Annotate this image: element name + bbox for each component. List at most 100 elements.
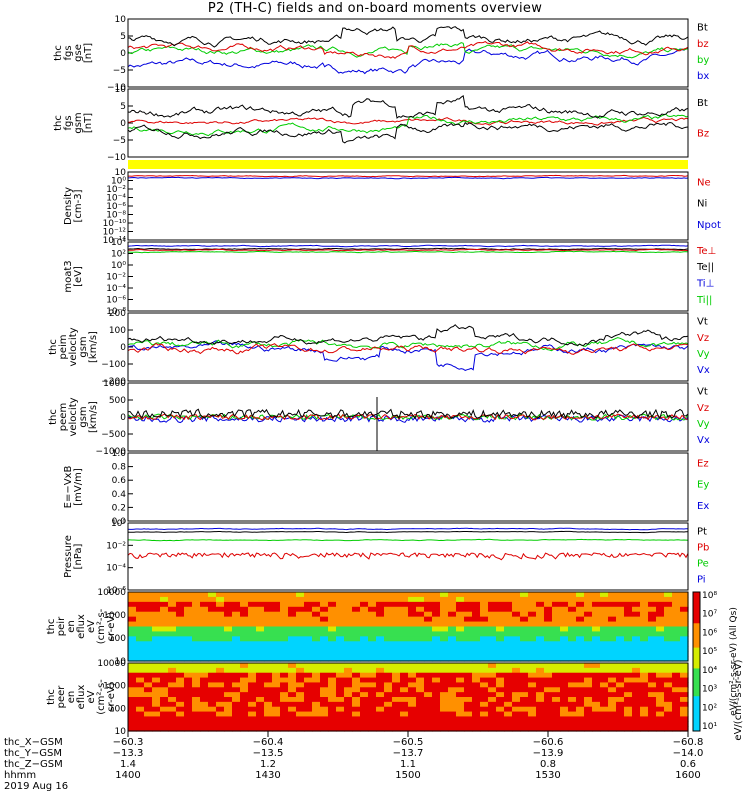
panel9-cell [344, 602, 353, 608]
panel10-cell [200, 682, 209, 687]
panel10-cell [200, 668, 209, 673]
panel9-cell [560, 631, 569, 637]
panel10-cell [568, 687, 577, 692]
panel10-cell [680, 687, 689, 692]
panel9-cell [376, 641, 385, 647]
panel9-cell [672, 612, 681, 618]
panel10-cell [608, 668, 617, 673]
panel9-cell [664, 641, 673, 647]
panel9-cell [576, 617, 585, 623]
panel9-cell [152, 612, 161, 618]
panel9-cell [600, 607, 609, 613]
panel10-cell [496, 712, 505, 717]
panel9-cell [304, 607, 313, 613]
panel10-cell [408, 707, 417, 712]
panel9-cell [504, 631, 513, 637]
panel10-cell [648, 668, 657, 673]
panel9-cell [216, 607, 225, 613]
panel9-cell [560, 641, 569, 647]
panel9-cell [248, 617, 257, 623]
colorbar-swatch [693, 623, 700, 627]
panel7-legend-Ex: Ex [697, 501, 709, 512]
panel10-cell [480, 682, 489, 687]
panel10-cell [608, 707, 617, 712]
panel9-cell [512, 641, 521, 647]
panel10-cell [400, 702, 409, 707]
panel9-cell [528, 592, 537, 598]
panel9-cell [400, 592, 409, 598]
panel9-cell [480, 602, 489, 608]
panel10-cell [176, 663, 185, 668]
panel10-cell [296, 687, 305, 692]
panel10-cell [424, 702, 433, 707]
panel10-cell [424, 687, 433, 692]
panel9-cell [272, 602, 281, 608]
panel9-cell [168, 592, 177, 598]
panel9-cell [224, 631, 233, 637]
panel10-cell [384, 697, 393, 702]
panel9-cell [200, 631, 209, 637]
panel10-cell [304, 687, 313, 692]
panel9-cell [232, 607, 241, 613]
panel10-cell [632, 682, 641, 687]
panel9-cell [288, 641, 297, 647]
x-row-label: thc_X−GSM [4, 737, 63, 748]
panel4-red-trace [128, 249, 688, 250]
panel10-cell [488, 682, 497, 687]
colorbar-swatch [693, 616, 700, 620]
panel9-cell [584, 602, 593, 608]
panel10-cell [272, 721, 281, 726]
panel10-cell [448, 712, 457, 717]
panel9-cell [208, 641, 217, 647]
panel10-cell [424, 707, 433, 712]
panel9-cell [536, 631, 545, 637]
panel10-cell [416, 702, 425, 707]
panel10-cell [384, 668, 393, 673]
panel10-cell [280, 702, 289, 707]
panel9-cell [616, 607, 625, 613]
panel9-cell [600, 627, 609, 633]
panel10-cell [176, 673, 185, 678]
colorbar-swatch [693, 665, 700, 669]
panel10-cell [264, 687, 273, 692]
panel9-cell [536, 627, 545, 633]
panel10-cell [512, 716, 521, 721]
panel9-cell [272, 627, 281, 633]
panel9-cell [504, 617, 513, 623]
panel10-cell [496, 682, 505, 687]
panel10-cell [248, 678, 257, 683]
panel9-cell [568, 641, 577, 647]
panel10-cell [504, 663, 513, 668]
panel9-cell [496, 641, 505, 647]
panel9-cell [496, 646, 505, 652]
panel10-cell [448, 716, 457, 721]
panel10-cell [208, 692, 217, 697]
panel9-cell [240, 612, 249, 618]
colorbar-swatch [693, 602, 700, 606]
panel10-cell [592, 682, 601, 687]
panel10-cell [480, 692, 489, 697]
panel10-cell [256, 692, 265, 697]
panel10-cell [384, 716, 393, 721]
panel9-cell [160, 597, 169, 603]
panel9-cell [272, 612, 281, 618]
panel9-cell [528, 602, 537, 608]
panel9-cell [424, 636, 433, 642]
panel3-red-trace [128, 175, 688, 176]
panel3-blue-trace [128, 177, 688, 179]
panel10-cell [592, 673, 601, 678]
colorbar-swatch [693, 658, 700, 662]
panel10-cell [152, 668, 161, 673]
panel7-ytick-label: 0.6 [112, 476, 127, 486]
panel9-cell [280, 612, 289, 618]
panel9-cell [192, 622, 201, 628]
panel10-cell [520, 692, 529, 697]
panel10-cell [184, 687, 193, 692]
panel9-cell [600, 592, 609, 598]
panel9-cell [656, 602, 665, 608]
panel9-cell [432, 646, 441, 652]
panel10-cell [240, 707, 249, 712]
panel10-cell [648, 697, 657, 702]
x-tick-label: 1430 [255, 770, 280, 781]
panel10-cell [312, 692, 321, 697]
